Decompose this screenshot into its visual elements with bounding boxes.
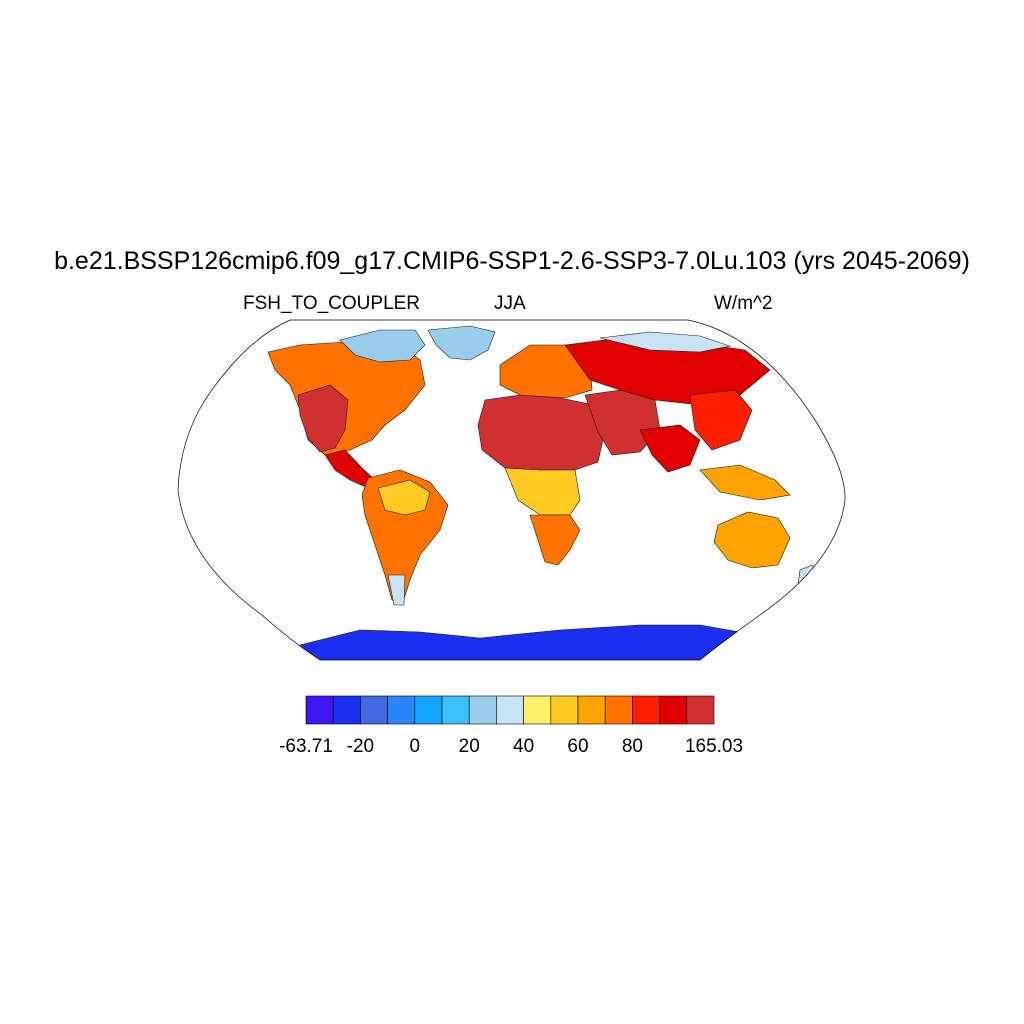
- colorbar-swatch: [604, 695, 633, 725]
- colorbar-swatch: [577, 695, 606, 725]
- colorbar-swatch: [632, 695, 660, 725]
- east-asia: [689, 389, 753, 451]
- season-label: JJA: [494, 293, 526, 314]
- south-asia: [639, 424, 701, 473]
- variable-name: FSH_TO_COUPLER: [243, 293, 421, 314]
- colorbar-tick-label: -63.71: [279, 736, 333, 757]
- colorbar-swatch: [387, 695, 416, 725]
- units-label: W/m^2: [714, 293, 773, 314]
- globe-outline: [177, 319, 846, 661]
- southwest-us-mexico: [297, 384, 349, 453]
- colorbar-swatch: [305, 695, 334, 725]
- colorbar-tick-label: 80: [622, 736, 643, 757]
- colorbar-tick-label: 0: [410, 736, 421, 757]
- colorbar-tick-label: 60: [567, 736, 588, 757]
- colorbar-tick-label: 20: [459, 736, 480, 757]
- colorbar-swatch: [550, 695, 579, 725]
- europe: [499, 344, 593, 399]
- southeast-asia-islands: [699, 464, 791, 501]
- antarctica: [289, 624, 761, 660]
- amazon: [377, 479, 431, 516]
- siberia-coast: [599, 331, 732, 353]
- colorbar-swatch: [496, 695, 524, 725]
- patagonia: [387, 574, 406, 606]
- australia: [713, 511, 791, 569]
- colorbar-swatch: [441, 695, 470, 725]
- colorbar-swatch: [686, 695, 715, 725]
- colorbar-tick-label: -20: [347, 736, 374, 757]
- figure-title: b.e21.BSSP126cmip6.f09_g17.CMIP6-SSP1-2.…: [54, 247, 970, 275]
- colorbar-swatch: [659, 695, 688, 725]
- colorbar-swatch: [360, 695, 388, 725]
- colorbar-swatch: [468, 695, 497, 725]
- southern-africa: [529, 514, 581, 566]
- greenland: [427, 325, 496, 361]
- canadian-arctic: [339, 329, 426, 363]
- colorbar-tick-label: 165.03: [685, 736, 743, 757]
- colorbar-swatch: [523, 695, 552, 725]
- colorbar-swatch: [414, 695, 443, 725]
- colorbar-tick-label: 40: [513, 736, 534, 757]
- central-africa: [504, 467, 581, 516]
- colorbar-swatch: [332, 695, 361, 725]
